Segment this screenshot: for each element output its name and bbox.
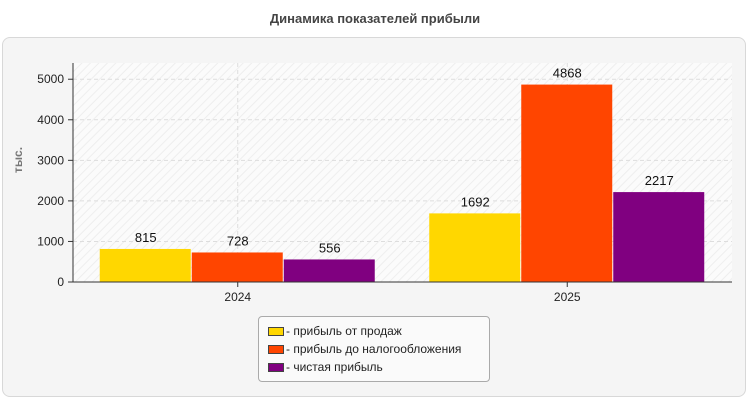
y-tick-label: 2000 bbox=[37, 194, 64, 208]
bar-value-label: 815 bbox=[135, 230, 157, 245]
legend-label: - чистая прибыль bbox=[286, 360, 383, 374]
bar bbox=[283, 259, 375, 282]
y-tick-label: 5000 bbox=[37, 72, 64, 86]
x-tick-label: 2025 bbox=[554, 290, 581, 304]
bar bbox=[191, 252, 283, 282]
legend: - прибыль от продаж - прибыль до налогооб… bbox=[258, 316, 490, 382]
bar bbox=[613, 192, 705, 282]
bar bbox=[99, 248, 191, 282]
y-tick-label: 4000 bbox=[37, 113, 64, 127]
bar-value-label: 2217 bbox=[645, 173, 674, 188]
x-tick-label: 2024 bbox=[224, 290, 251, 304]
y-tick-label: 1000 bbox=[37, 234, 64, 248]
legend-label: - прибыль до налогообложения bbox=[286, 342, 462, 356]
legend-swatch bbox=[268, 344, 284, 354]
y-axis-label: тыс. bbox=[11, 147, 25, 173]
bar-value-label: 556 bbox=[319, 240, 341, 255]
bar bbox=[429, 213, 521, 282]
bar-value-label: 728 bbox=[227, 233, 249, 248]
legend-item: - чистая прибыль bbox=[268, 358, 489, 376]
y-tick-label: 3000 bbox=[37, 153, 64, 167]
legend-swatch bbox=[268, 362, 284, 372]
legend-swatch bbox=[268, 326, 284, 336]
chart-title: Динамика показателей прибыли bbox=[269, 11, 481, 26]
legend-label: - прибыль от продаж bbox=[286, 324, 402, 338]
bar bbox=[521, 84, 613, 282]
y-tick-label: 0 bbox=[57, 275, 64, 289]
bar-value-label: 1692 bbox=[461, 194, 490, 209]
legend-item: - прибыль от продаж bbox=[268, 322, 489, 340]
legend-item: - прибыль до налогообложения bbox=[268, 340, 489, 358]
bar-value-label: 4868 bbox=[553, 66, 582, 81]
